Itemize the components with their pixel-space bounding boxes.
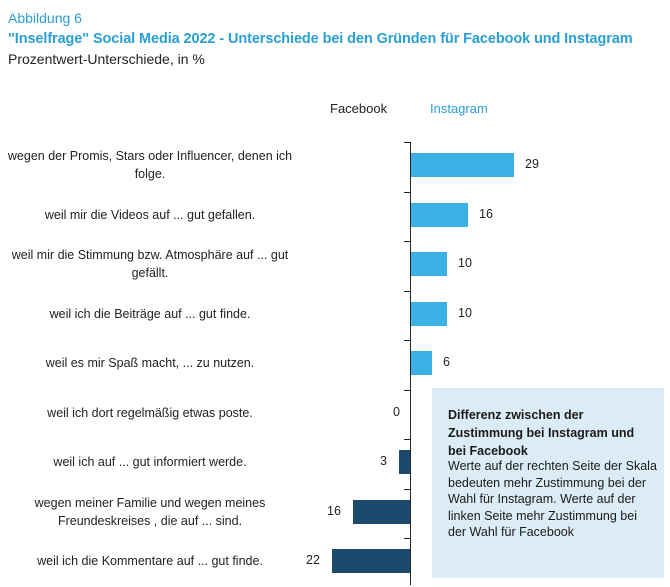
data-label: 10 [458, 306, 472, 320]
axis-tick [404, 538, 410, 539]
data-label: 0 [393, 405, 400, 419]
zero-axis [410, 142, 411, 585]
data-label: 29 [525, 157, 539, 171]
category-label: weil ich die Kommentare auf ... gut find… [37, 554, 263, 568]
info-box: Differenz zwischen der Zustimmung bei In… [432, 388, 664, 578]
bar-instagram [411, 203, 468, 227]
axis-tick [404, 192, 410, 193]
bar-facebook [353, 500, 410, 524]
bar-facebook [332, 549, 410, 573]
axis-tick [404, 489, 410, 490]
info-box-text: Werte auf der rechten Seite der Skala be… [448, 459, 657, 539]
axis-tick [404, 241, 410, 242]
bar-instagram [411, 351, 432, 375]
bar-instagram [411, 153, 514, 177]
axis-tick [404, 291, 410, 292]
data-label: 16 [327, 504, 341, 518]
category-label: weil ich dort regelmäßig etwas poste. [47, 406, 253, 420]
data-label: 6 [443, 355, 450, 369]
category-label: wegen der Promis, Stars oder Influencer,… [7, 149, 293, 181]
data-label: 16 [479, 207, 493, 221]
category-label: wegen meiner Familie und wegen meines Fr… [34, 496, 266, 528]
axis-tick [404, 142, 410, 143]
legend-facebook: Facebook [330, 101, 388, 116]
category-label: weil mir die Stimmung bzw. Atmosphäre au… [11, 248, 289, 280]
category-label: weil ich die Beiträge auf ... gut finde. [49, 307, 251, 321]
data-label: 22 [306, 553, 320, 567]
category-label: weil ich auf ... gut informiert werde. [53, 455, 247, 469]
bar-facebook [399, 450, 410, 474]
legend-instagram: Instagram [430, 101, 488, 116]
data-label: 10 [458, 256, 472, 270]
info-box-title: Differenz zwischen der Zustimmung bei In… [448, 408, 635, 458]
chart-title: "Inselfrage" Social Media 2022 - Untersc… [8, 31, 633, 47]
category-label: weil mir die Videos auf ... gut gefallen… [44, 208, 256, 222]
bar-instagram [411, 302, 447, 326]
axis-tick [404, 340, 410, 341]
data-label: 3 [380, 454, 387, 468]
category-label: weil es mir Spaß macht, ... zu nutzen. [45, 356, 255, 370]
axis-tick [404, 439, 410, 440]
chart-subtitle: Prozentwert-Unterschiede, in % [8, 51, 205, 67]
figure-label: Abbildung 6 [8, 10, 82, 26]
axis-tick [404, 390, 410, 391]
bar-instagram [411, 252, 447, 276]
